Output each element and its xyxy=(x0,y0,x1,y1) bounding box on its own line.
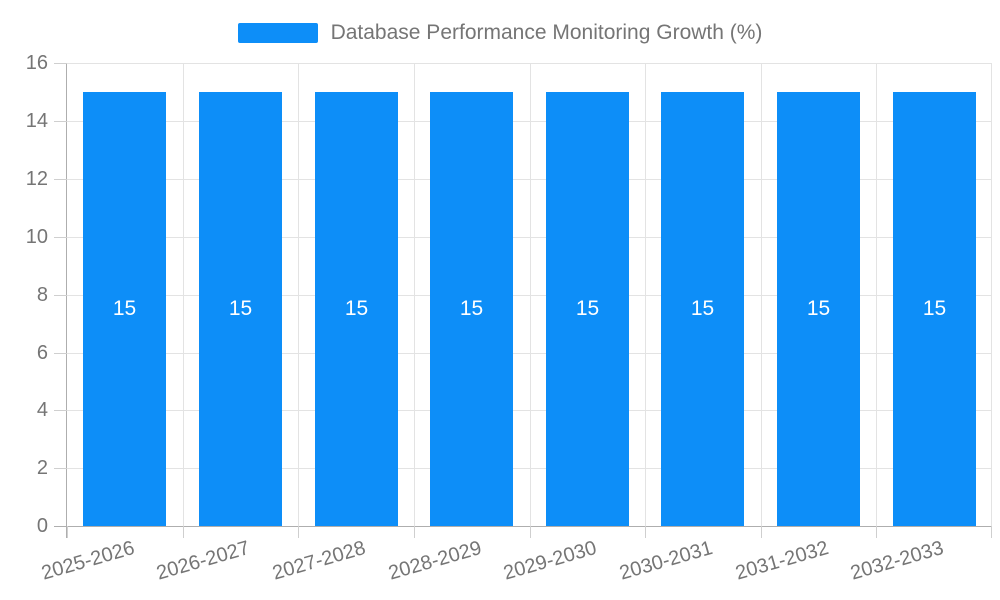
bar[interactable]: 15 xyxy=(661,92,744,526)
bar-value-label: 15 xyxy=(112,297,137,320)
y-axis-label: 2 xyxy=(36,457,48,479)
y-axis-label: 8 xyxy=(36,283,48,306)
bar[interactable]: 15 xyxy=(315,92,398,526)
bar-value-label: 15 xyxy=(344,297,369,320)
x-tick-mark xyxy=(67,526,68,538)
y-axis-label: 16 xyxy=(25,52,48,74)
y-tick-mark xyxy=(54,468,67,469)
gridline-v xyxy=(645,63,647,526)
y-tick-mark xyxy=(54,63,67,64)
x-tick-mark xyxy=(991,526,992,538)
bar[interactable]: 15 xyxy=(546,92,629,526)
y-tick-mark xyxy=(54,352,67,354)
bar-value-label: 15 xyxy=(806,297,831,320)
bar-value-label: 15 xyxy=(690,297,715,320)
bar[interactable]: 15 xyxy=(893,92,976,526)
bar[interactable]: 15 xyxy=(83,92,166,526)
x-tick-mark xyxy=(876,526,877,538)
x-tick-mark xyxy=(645,526,646,538)
gridline-v xyxy=(529,63,531,526)
bar-value-label: 15 xyxy=(228,297,253,320)
y-axis-line xyxy=(66,63,67,538)
bar-value-label: 15 xyxy=(575,297,600,320)
y-tick-mark xyxy=(54,121,67,122)
x-tick-mark xyxy=(529,526,531,538)
y-tick-mark xyxy=(54,236,67,238)
bar-value-label: 15 xyxy=(459,297,484,320)
gridline-v xyxy=(182,63,184,526)
legend-swatch-icon xyxy=(237,23,318,43)
y-axis-label: 14 xyxy=(25,110,48,132)
legend-label: Database Performance Monitoring Growth (… xyxy=(330,21,763,44)
y-tick-mark xyxy=(54,179,67,180)
bar[interactable]: 15 xyxy=(430,92,513,526)
gridline-v xyxy=(876,63,878,526)
y-tick-mark xyxy=(54,410,67,411)
gridline-v xyxy=(413,63,415,526)
x-tick-mark xyxy=(761,526,762,538)
y-tick-mark xyxy=(54,294,67,296)
gridline-v xyxy=(298,63,300,526)
y-axis-label: 4 xyxy=(36,399,48,421)
y-axis-label: 12 xyxy=(25,168,48,190)
x-tick-mark xyxy=(298,526,299,538)
bar-value-label: 15 xyxy=(922,297,947,320)
bar[interactable]: 15 xyxy=(199,92,282,526)
legend: Database Performance Monitoring Growth (… xyxy=(0,21,1000,45)
y-axis-label: 6 xyxy=(36,341,48,364)
x-tick-mark xyxy=(183,526,184,538)
y-axis-label: 0 xyxy=(36,515,48,537)
y-axis-label: 10 xyxy=(25,225,48,248)
legend-item[interactable]: Database Performance Monitoring Growth (… xyxy=(237,21,763,45)
gridline-v xyxy=(991,63,992,526)
bar[interactable]: 15 xyxy=(777,92,860,526)
plot-area: 15 15 15 15 15 15 15 15 xyxy=(67,63,992,526)
gridline-v xyxy=(760,63,762,526)
x-tick-mark xyxy=(414,526,415,538)
x-axis-line xyxy=(54,526,992,527)
